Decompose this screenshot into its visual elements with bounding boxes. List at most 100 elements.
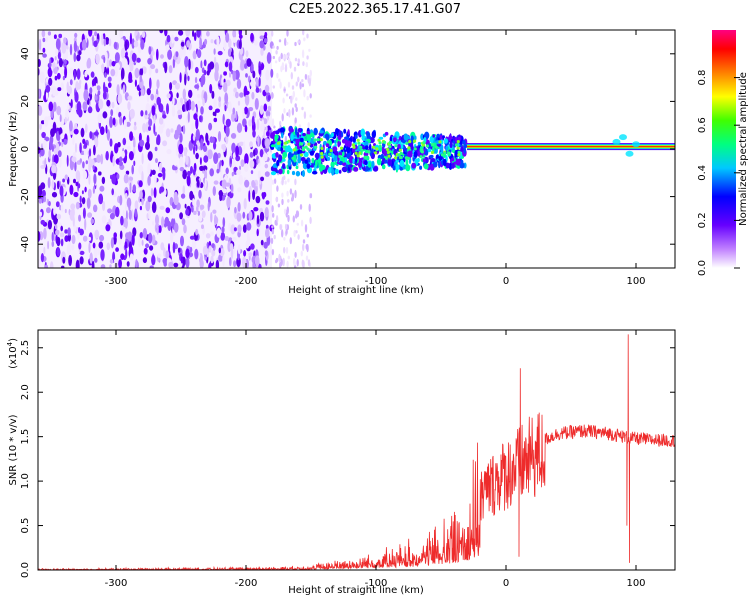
noise-speckle bbox=[178, 30, 184, 36]
signal-blob bbox=[319, 166, 323, 172]
noise-speckle bbox=[289, 61, 292, 69]
noise-speckle bbox=[168, 65, 173, 74]
noise-speckle bbox=[173, 222, 179, 233]
noise-speckle bbox=[111, 101, 115, 109]
noise-speckle bbox=[273, 178, 277, 184]
noise-speckle bbox=[55, 224, 58, 230]
signal-blob bbox=[427, 148, 432, 153]
noise-speckle bbox=[258, 65, 262, 75]
noise-speckle bbox=[240, 59, 245, 71]
noise-speckle bbox=[188, 58, 191, 71]
noise-speckle bbox=[132, 184, 137, 193]
signal-blob bbox=[306, 130, 311, 136]
noise-speckle bbox=[73, 52, 77, 63]
noise-speckle bbox=[147, 163, 151, 175]
noise-speckle bbox=[59, 232, 65, 238]
signal-blob bbox=[312, 170, 318, 175]
noise-speckle bbox=[166, 34, 171, 43]
noise-speckle bbox=[210, 212, 213, 223]
noise-speckle bbox=[83, 149, 87, 156]
signal-blob bbox=[274, 134, 279, 140]
noise-speckle bbox=[134, 67, 140, 79]
noise-speckle bbox=[185, 257, 190, 268]
noise-speckle bbox=[281, 198, 284, 206]
noise-speckle bbox=[109, 259, 114, 264]
y-tick-label: 2.0 bbox=[20, 384, 31, 400]
signal-peak-dot bbox=[456, 140, 460, 144]
noise-speckle bbox=[180, 193, 186, 199]
signal-peak-dot bbox=[351, 143, 356, 147]
signal-blob bbox=[287, 151, 293, 160]
noise-speckle bbox=[209, 168, 214, 177]
signal-blob bbox=[296, 145, 301, 150]
noise-speckle bbox=[205, 132, 209, 143]
signal-blob bbox=[376, 157, 382, 166]
noise-speckle bbox=[120, 215, 124, 226]
noise-speckle bbox=[118, 161, 124, 167]
noise-speckle bbox=[293, 229, 296, 238]
signal-peak-dot bbox=[421, 143, 426, 147]
noise-speckle bbox=[211, 249, 216, 257]
noise-speckle bbox=[208, 105, 213, 111]
signal-blob bbox=[292, 154, 297, 163]
noise-speckle bbox=[173, 194, 179, 206]
snr-x-ticks: -300 -200 -100 0 100 bbox=[105, 330, 646, 589]
signal-blob bbox=[291, 170, 296, 176]
noise-speckle bbox=[62, 76, 65, 81]
noise-speckle bbox=[159, 205, 165, 210]
noise-speckle bbox=[283, 175, 286, 180]
noise-speckle bbox=[128, 71, 133, 83]
signal-blob bbox=[324, 133, 330, 140]
noise-speckle bbox=[110, 109, 114, 117]
signal-peak-dot bbox=[455, 143, 459, 147]
noise-speckle bbox=[156, 134, 161, 146]
noise-speckle bbox=[200, 60, 203, 69]
noise-speckle bbox=[159, 117, 164, 125]
signal-blob bbox=[276, 159, 280, 167]
noise-speckle bbox=[236, 212, 242, 222]
noise-speckle bbox=[232, 30, 236, 38]
noise-speckle bbox=[222, 113, 225, 125]
noise-speckle bbox=[104, 72, 107, 78]
noise-speckle bbox=[256, 118, 260, 131]
noise-speckle bbox=[102, 200, 106, 212]
noise-speckle bbox=[236, 169, 242, 176]
noise-speckle bbox=[57, 87, 62, 92]
noise-speckle bbox=[288, 108, 291, 118]
noise-speckle bbox=[43, 195, 47, 203]
signal-blob bbox=[341, 162, 347, 167]
noise-speckle bbox=[86, 59, 90, 69]
signal-blob bbox=[364, 160, 368, 166]
noise-speckle bbox=[82, 207, 86, 219]
noise-speckle bbox=[38, 105, 43, 116]
noise-speckle bbox=[227, 101, 232, 114]
signal-blob bbox=[411, 162, 417, 169]
noise-speckle bbox=[147, 175, 151, 186]
noise-speckle bbox=[230, 157, 232, 165]
noise-speckle bbox=[296, 259, 299, 267]
noise-speckle bbox=[295, 106, 298, 113]
y-tick-label: 0 bbox=[20, 146, 31, 152]
noise-speckle bbox=[255, 87, 260, 93]
noise-speckle bbox=[231, 112, 236, 123]
signal-peak-dot bbox=[385, 156, 389, 160]
signal-blob bbox=[344, 136, 350, 140]
signal-blob bbox=[414, 135, 417, 141]
signal-blob bbox=[347, 129, 350, 136]
noise-speckle bbox=[294, 41, 297, 47]
signal-peak-dot bbox=[419, 155, 423, 159]
noise-speckle bbox=[224, 92, 229, 104]
signal-peak-dot bbox=[292, 148, 296, 152]
noise-speckle bbox=[294, 265, 297, 268]
noise-speckle bbox=[129, 131, 134, 142]
noise-speckle bbox=[290, 95, 293, 104]
noise-speckle bbox=[39, 147, 45, 157]
noise-speckle bbox=[280, 258, 283, 267]
noise-speckle bbox=[102, 111, 108, 119]
noise-speckle bbox=[89, 131, 93, 139]
noise-speckle bbox=[283, 236, 286, 241]
noise-speckle bbox=[73, 178, 76, 184]
noise-speckle bbox=[255, 77, 259, 87]
noise-speckle bbox=[192, 134, 196, 141]
noise-speckle bbox=[195, 228, 199, 236]
